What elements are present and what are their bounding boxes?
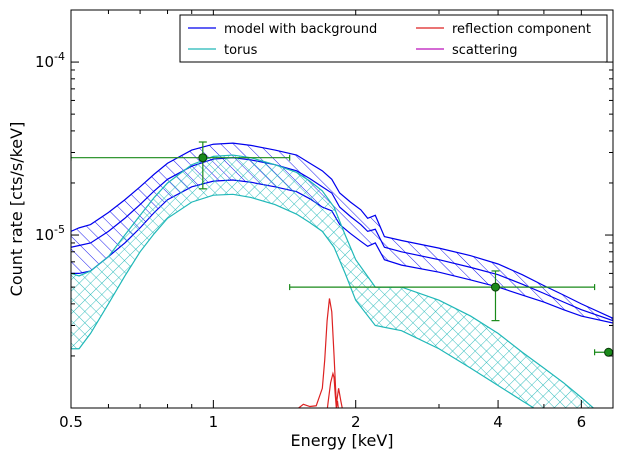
data-point-1 [289,270,596,322]
axis-ticks: 0.5 1 2 4 6 10-5 10-4 [35,9,614,431]
data-point-marker [490,282,500,292]
plot-frame [70,9,614,409]
data-point-marker [198,153,208,163]
series-center-line-0 [71,157,613,322]
y-tick-label: 10-4 [35,50,65,71]
series-band-1 [71,155,594,408]
legend-box [179,14,608,63]
x-tick-label: 0.5 [59,413,83,431]
x-tick-label: 1 [209,413,219,431]
y-axis-label: Count rate [cts/s/keV] [7,122,26,297]
series-line-2-1 [326,371,339,408]
x-tick-label: 2 [351,413,361,431]
data-point-2 [593,347,613,357]
series-lower-line-1 [71,193,535,408]
series-band-0 [71,143,613,324]
data-point-0 [71,141,291,190]
legend-label-scattering: scattering [452,43,518,58]
data-point-marker [604,347,613,357]
legend-label-model: model with background [224,22,377,37]
legend: model with background torus reflection c… [179,14,608,63]
x-tick-label: 6 [577,413,587,431]
legend-label-torus: torus [224,43,258,58]
plot-area [71,141,613,408]
series-upper-line-0 [71,142,613,319]
x-axis-label: Energy [keV] [290,431,393,450]
y-tick-label: 10-5 [35,223,65,244]
legend-label-reflection: reflection component [452,22,591,37]
series-line-2-0 [297,298,343,408]
x-tick-label: 4 [493,413,503,431]
series-upper-line-1 [71,154,595,408]
